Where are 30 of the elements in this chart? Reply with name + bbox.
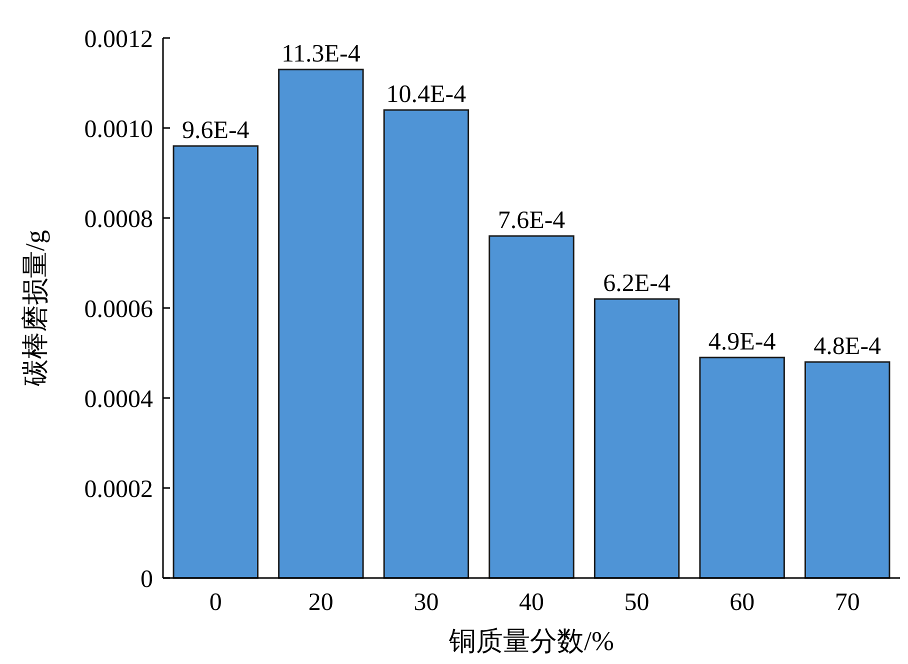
- x-tick-label: 30: [414, 589, 439, 616]
- x-tick-label: 70: [834, 589, 860, 616]
- x-tick-label: 0: [209, 589, 222, 616]
- y-tick-label: 0.0008: [84, 206, 153, 233]
- y-tick-label: 0: [140, 566, 153, 593]
- bar: [383, 109, 470, 579]
- bar: [804, 361, 890, 579]
- data-label: 10.4E-4: [386, 81, 467, 108]
- data-label: 9.6E-4: [182, 117, 250, 144]
- bar: [488, 235, 574, 579]
- data-label: 11.3E-4: [281, 40, 361, 68]
- x-tick-label: 20: [308, 589, 334, 616]
- data-label: 4.8E-4: [814, 333, 882, 360]
- x-axis-title: 铜质量分数/%: [448, 626, 614, 656]
- bar: [278, 68, 364, 579]
- y-tick-label: 0.0002: [84, 476, 153, 503]
- y-tick-label: 0.0012: [84, 26, 153, 53]
- x-tick-label: 60: [730, 589, 755, 616]
- data-label: 6.2E-4: [603, 270, 671, 297]
- bar: [699, 356, 785, 579]
- y-tick-label: 0.0010: [84, 116, 153, 143]
- y-axis-title: 碳棒磨损量/g: [20, 230, 50, 388]
- data-label: 7.6E-4: [498, 207, 566, 234]
- data-label: 4.9E-4: [708, 328, 776, 356]
- x-tick-label: 50: [624, 589, 650, 616]
- y-tick-label: 0.0006: [84, 296, 153, 323]
- y-tick-label: 0.0004: [84, 386, 154, 413]
- bar: [594, 298, 680, 579]
- bar: [172, 145, 259, 579]
- x-tick-label: 40: [519, 589, 544, 616]
